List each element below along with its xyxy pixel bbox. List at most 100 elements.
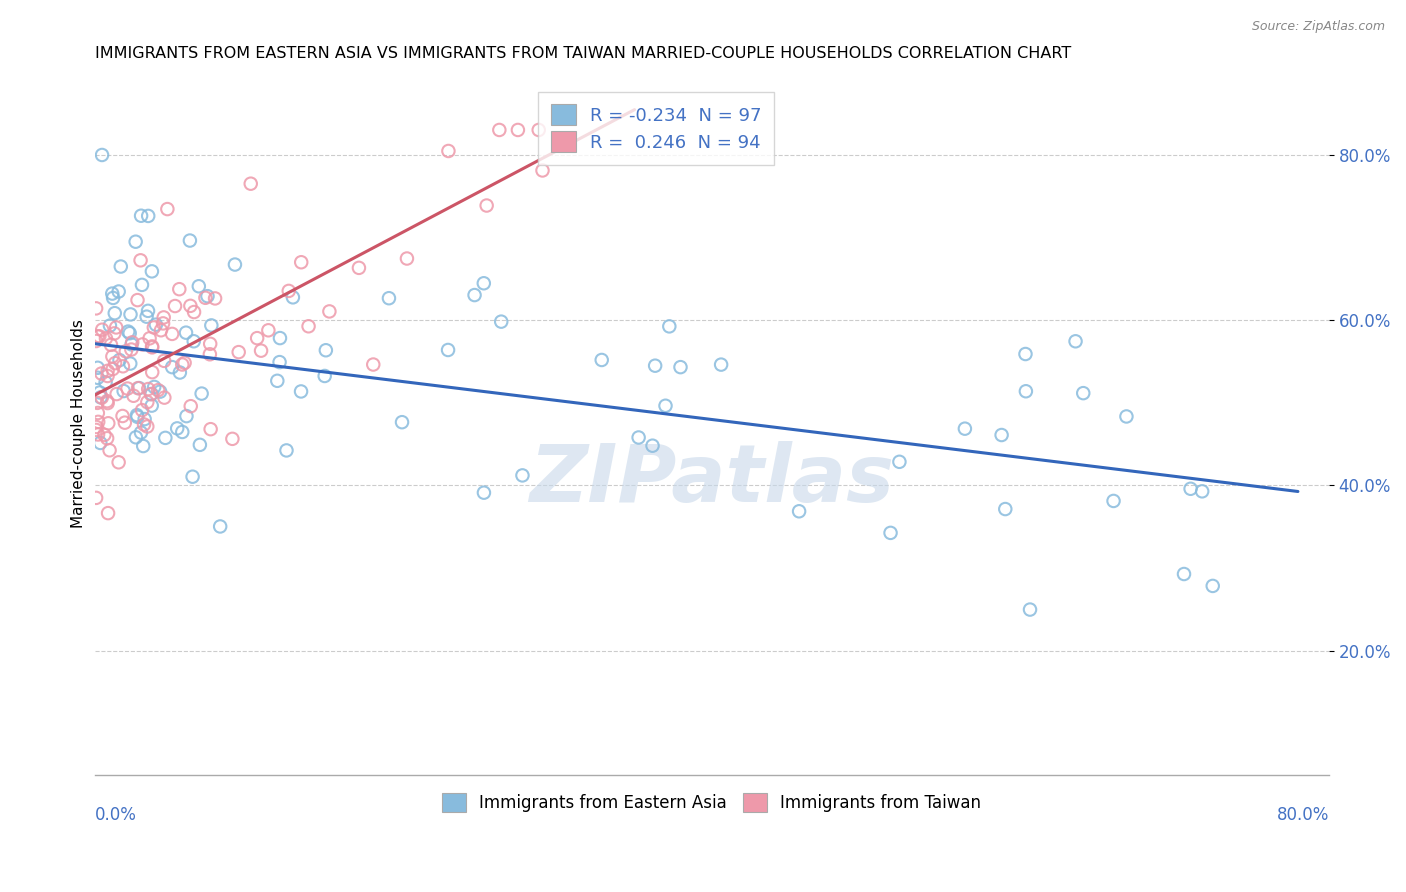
Y-axis label: Married-couple Households: Married-couple Households [72, 319, 86, 528]
Point [104, 356, 127, 370]
Point [94, 376, 117, 390]
Point [131, 277, 153, 292]
Point [118, 326, 141, 341]
Text: IMMIGRANTS FROM EASTERN ASIA VS IMMIGRANTS FROM TAIWAN MARRIED-COUPLE HOUSEHOLDS: IMMIGRANTS FROM EASTERN ASIA VS IMMIGRAN… [94, 46, 1071, 62]
Point [121, 337, 143, 351]
Point [141, 340, 163, 354]
Point [114, 416, 136, 430]
Point [250, 343, 273, 358]
Point [94, 331, 117, 345]
Point [93, 427, 115, 442]
Point [1180, 482, 1202, 496]
Point [136, 395, 159, 409]
Point [120, 307, 142, 321]
Text: ZIPatlas: ZIPatlas [529, 441, 894, 518]
Point [108, 353, 131, 368]
Point [246, 331, 269, 345]
Point [1064, 334, 1087, 349]
Point [96, 369, 118, 384]
Point [1115, 409, 1137, 424]
Point [641, 439, 664, 453]
Point [152, 317, 174, 331]
Point [101, 362, 124, 376]
Point [149, 384, 172, 399]
Point [128, 381, 150, 395]
Point [97, 417, 120, 431]
Point [531, 163, 554, 178]
Point [181, 469, 204, 483]
Point [129, 425, 152, 440]
Point [627, 430, 650, 444]
Point [187, 279, 209, 293]
Point [101, 350, 124, 364]
Point [153, 354, 176, 368]
Point [125, 430, 148, 444]
Point [89, 385, 111, 400]
Point [437, 343, 460, 357]
Point [141, 365, 163, 379]
Point [98, 318, 121, 333]
Point [104, 306, 127, 320]
Point [228, 345, 250, 359]
Point [149, 323, 172, 337]
Point [179, 299, 201, 313]
Point [105, 387, 128, 401]
Point [142, 320, 165, 334]
Point [131, 337, 153, 351]
Point [173, 356, 195, 370]
Text: Source: ZipAtlas.com: Source: ZipAtlas.com [1251, 20, 1385, 33]
Point [120, 343, 142, 357]
Point [347, 260, 370, 275]
Point [124, 235, 146, 249]
Point [132, 417, 155, 432]
Point [141, 387, 163, 401]
Point [139, 387, 162, 401]
Point [1015, 384, 1038, 399]
Point [136, 209, 159, 223]
Point [266, 374, 288, 388]
Point [87, 427, 110, 442]
Point [117, 325, 139, 339]
Point [103, 326, 125, 341]
Point [86, 396, 108, 410]
Point [90, 391, 112, 405]
Point [84, 423, 107, 437]
Point [276, 443, 298, 458]
Point [105, 320, 128, 334]
Point [281, 290, 304, 304]
Point [84, 420, 107, 434]
Point [97, 396, 120, 410]
Point [160, 360, 183, 375]
Point [152, 310, 174, 325]
Point [121, 335, 143, 350]
Point [190, 386, 212, 401]
Point [506, 123, 529, 137]
Point [654, 399, 676, 413]
Point [475, 198, 498, 212]
Point [145, 318, 167, 332]
Point [194, 291, 217, 305]
Point [169, 366, 191, 380]
Point [1191, 484, 1213, 499]
Text: 80.0%: 80.0% [1277, 806, 1329, 824]
Point [488, 123, 510, 137]
Point [297, 319, 319, 334]
Point [107, 455, 129, 469]
Point [141, 264, 163, 278]
Point [125, 408, 148, 422]
Point [176, 409, 198, 424]
Point [117, 382, 139, 396]
Point [160, 326, 183, 341]
Point [183, 334, 205, 349]
Point [166, 421, 188, 435]
Point [200, 318, 222, 333]
Point [710, 358, 733, 372]
Point [464, 288, 486, 302]
Point [87, 406, 110, 420]
Point [136, 419, 159, 434]
Point [879, 525, 901, 540]
Point [86, 329, 108, 343]
Point [512, 468, 534, 483]
Point [277, 284, 299, 298]
Point [1071, 386, 1094, 401]
